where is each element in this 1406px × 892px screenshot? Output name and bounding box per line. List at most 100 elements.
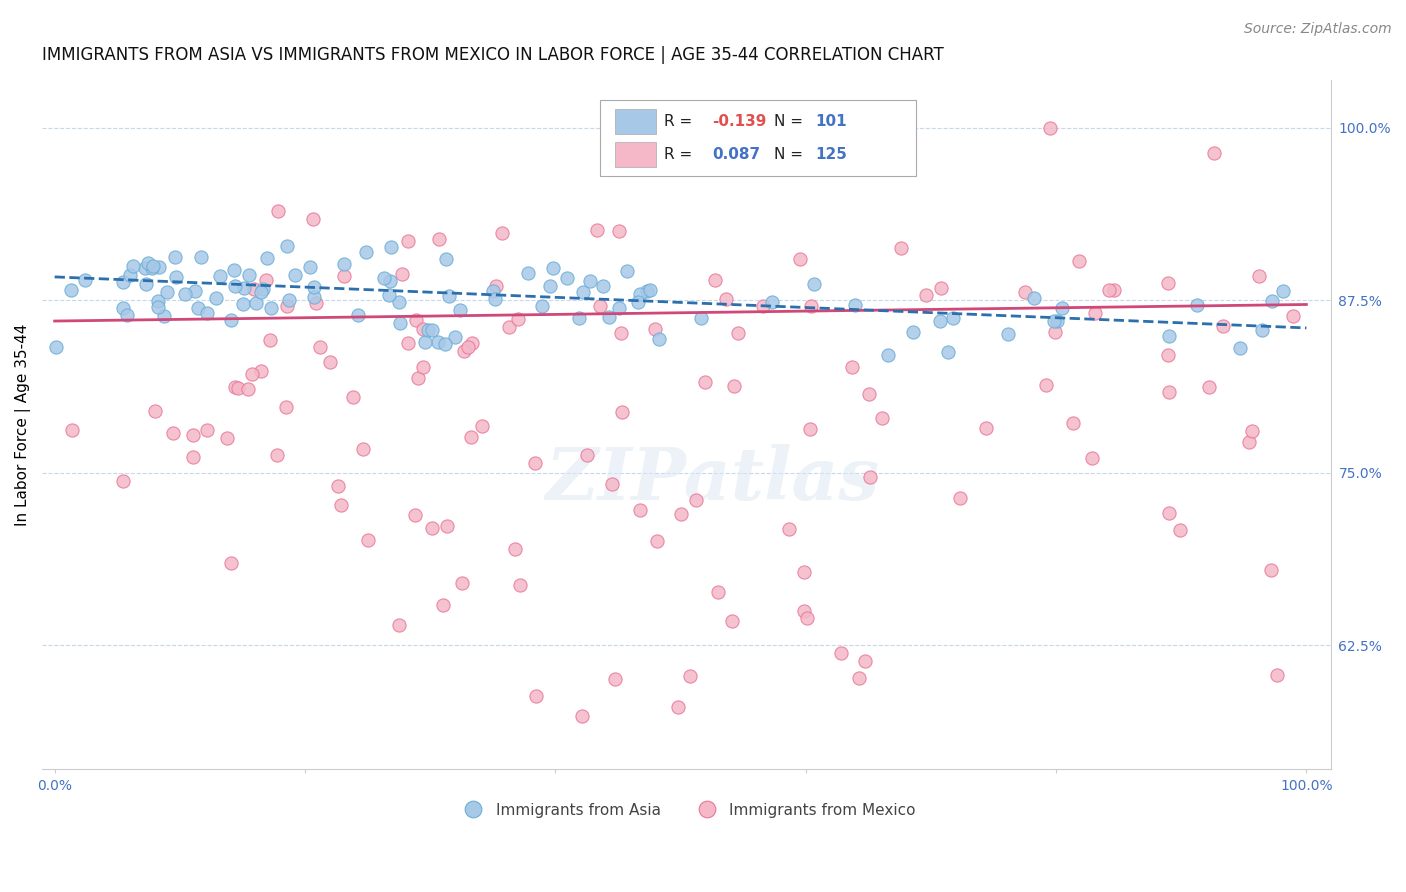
Point (232, 297, 254, 311)
Point (305, 295, 328, 310)
Point (260, 301, 283, 315)
Point (589, 299, 612, 313)
Point (1247, 269, 1270, 284)
Point (122, 260, 145, 274)
Point (524, 456, 547, 470)
Point (412, 321, 434, 335)
Point (405, 312, 427, 326)
Point (443, 330, 465, 344)
Point (302, 279, 325, 293)
Point (1198, 380, 1220, 394)
Point (707, 585, 730, 599)
Point (252, 282, 274, 296)
Point (389, 316, 412, 330)
Point (1260, 563, 1282, 577)
Point (516, 266, 538, 280)
Point (793, 565, 815, 579)
Point (434, 336, 457, 351)
Point (181, 450, 204, 464)
Point (416, 323, 439, 337)
Point (870, 410, 893, 425)
Point (357, 533, 380, 548)
Point (406, 371, 429, 385)
Point (605, 673, 627, 687)
Point (146, 300, 169, 314)
Point (793, 604, 815, 618)
Point (396, 235, 419, 249)
Point (610, 326, 633, 340)
Point (432, 598, 454, 612)
Point (571, 709, 593, 723)
Point (276, 299, 298, 313)
FancyBboxPatch shape (614, 143, 655, 167)
Text: -0.139: -0.139 (713, 114, 766, 129)
Point (498, 320, 520, 334)
Text: 101: 101 (815, 114, 848, 129)
Point (928, 314, 950, 328)
Point (427, 231, 450, 245)
Point (638, 283, 661, 297)
Point (267, 204, 290, 219)
Point (243, 282, 266, 296)
Point (453, 343, 475, 358)
Point (555, 271, 578, 285)
Point (576, 448, 599, 462)
Point (373, 271, 395, 285)
Point (1261, 294, 1284, 309)
Point (538, 279, 561, 293)
Point (142, 259, 165, 273)
Point (111, 275, 134, 289)
Point (148, 294, 170, 309)
Point (1229, 341, 1251, 355)
Point (942, 311, 965, 326)
Point (1050, 301, 1073, 316)
Point (853, 654, 876, 668)
Text: N =: N = (775, 147, 808, 162)
Point (693, 375, 716, 389)
Point (436, 519, 458, 533)
Point (449, 303, 471, 318)
Point (607, 224, 630, 238)
Point (1157, 348, 1180, 362)
Point (224, 279, 246, 293)
Point (628, 502, 651, 516)
Point (380, 274, 402, 288)
Point (250, 285, 273, 299)
Point (1157, 276, 1180, 290)
Point (277, 293, 299, 308)
Point (187, 301, 209, 315)
Point (165, 269, 187, 284)
Point (387, 618, 409, 632)
Point (727, 326, 749, 340)
Point (1062, 416, 1084, 430)
Point (1251, 324, 1274, 338)
Point (1281, 309, 1303, 323)
Point (901, 325, 924, 339)
Point (636, 284, 658, 298)
Point (1098, 283, 1121, 297)
Point (148, 260, 170, 274)
Text: N =: N = (775, 114, 808, 129)
Point (426, 334, 449, 349)
Point (460, 430, 482, 444)
Point (73, 273, 96, 287)
Point (354, 245, 377, 260)
Point (628, 287, 651, 301)
Point (256, 251, 278, 265)
Point (530, 299, 553, 313)
Point (1237, 435, 1260, 450)
Point (541, 260, 564, 275)
Point (752, 299, 775, 313)
Point (848, 671, 870, 685)
Point (1241, 425, 1264, 439)
Text: ZIPatlas: ZIPatlas (546, 444, 880, 516)
Point (330, 498, 353, 512)
Point (1084, 306, 1107, 320)
Point (245, 296, 267, 310)
Text: 125: 125 (815, 147, 848, 162)
Point (949, 491, 972, 505)
Point (1042, 314, 1064, 328)
Point (111, 301, 134, 316)
Point (387, 295, 409, 310)
Point (380, 240, 402, 254)
